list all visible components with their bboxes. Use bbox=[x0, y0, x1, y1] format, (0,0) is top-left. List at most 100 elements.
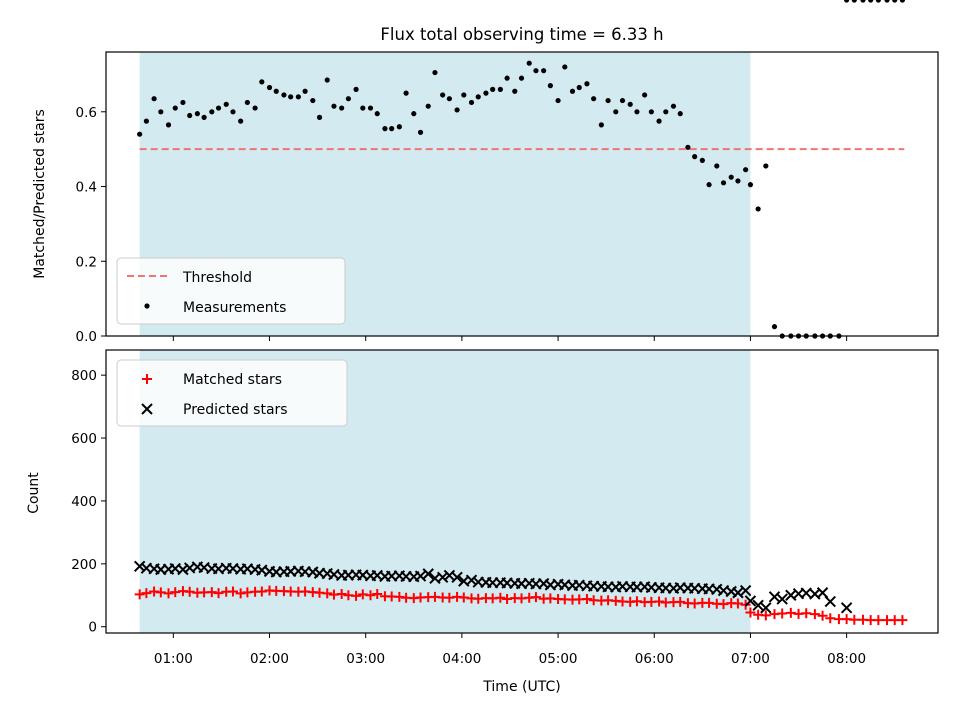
counts-y-tick-label: 600 bbox=[71, 431, 97, 447]
legend-measurement-label: Measurements bbox=[183, 300, 286, 316]
matched-star-point bbox=[163, 588, 174, 599]
measurement-point bbox=[605, 97, 611, 104]
matched-star-point bbox=[141, 588, 152, 599]
measurement-point bbox=[555, 97, 561, 104]
measurement-point bbox=[518, 75, 525, 81]
measurement-point bbox=[151, 96, 157, 102]
measurement-point bbox=[875, 0, 881, 3]
legend-box bbox=[116, 359, 348, 427]
measurement-point bbox=[252, 105, 258, 111]
measurement-point bbox=[165, 122, 172, 128]
measurement-point bbox=[755, 206, 761, 212]
legend-matched-label: Matched stars bbox=[183, 372, 282, 388]
measurement-point bbox=[425, 103, 431, 109]
matched-star-point bbox=[495, 592, 506, 603]
legend-threshold-label: Threshold bbox=[182, 270, 252, 286]
measurement-point bbox=[238, 118, 244, 124]
measurement-point bbox=[345, 96, 351, 102]
measurement-point bbox=[316, 114, 323, 120]
x-tick-label: 04:00 bbox=[442, 651, 481, 667]
counts-y-tick-label: 200 bbox=[71, 557, 97, 573]
x-tick-label: 08:00 bbox=[827, 651, 866, 667]
measurement-point bbox=[576, 84, 582, 91]
measurement-point bbox=[446, 96, 452, 102]
measurement-point bbox=[259, 79, 265, 85]
measurement-point bbox=[699, 157, 705, 163]
measurement-point bbox=[411, 111, 417, 117]
chart-title: Flux total observing time = 6.33 h bbox=[380, 25, 663, 44]
x-tick-label: 02:00 bbox=[250, 651, 289, 667]
matched-star-point bbox=[873, 615, 884, 626]
matched-star-point bbox=[675, 596, 686, 607]
predicted-star-point bbox=[760, 602, 772, 614]
measurement-point bbox=[851, 0, 857, 3]
matched-star-point bbox=[809, 609, 820, 620]
measurement-point bbox=[634, 109, 640, 115]
matched-star-point bbox=[213, 588, 224, 599]
predicted-star-point bbox=[177, 563, 189, 576]
measurement-point bbox=[619, 97, 626, 104]
measurement-point bbox=[627, 101, 633, 107]
legend-predicted-swatch bbox=[141, 403, 153, 415]
measurement-point bbox=[892, 0, 898, 3]
measurement-point bbox=[714, 163, 720, 169]
predicted-star-point bbox=[752, 599, 764, 612]
matched-star-point bbox=[825, 613, 836, 624]
measurement-point bbox=[569, 88, 576, 94]
measurement-point bbox=[367, 105, 374, 111]
measurement-point bbox=[663, 109, 669, 115]
measurement-point bbox=[266, 84, 273, 91]
measurement-point bbox=[288, 94, 294, 100]
measurement-point bbox=[685, 144, 691, 150]
measurement-point bbox=[648, 109, 654, 115]
measurement-point bbox=[454, 107, 460, 113]
x-axis-label: Time (UTC) bbox=[482, 679, 560, 695]
measurement-point bbox=[461, 92, 467, 98]
measurement-point bbox=[670, 103, 677, 109]
measurement-point bbox=[884, 0, 890, 3]
x-tick-label: 06:00 bbox=[635, 651, 674, 667]
predicted-star-point bbox=[422, 568, 434, 580]
measurement-point bbox=[172, 105, 178, 111]
measurement-point bbox=[209, 109, 215, 115]
measurement-point bbox=[743, 167, 749, 173]
matched-star-point bbox=[227, 586, 238, 597]
measurement-point bbox=[584, 81, 590, 87]
measurement-point bbox=[541, 68, 547, 74]
measurement-point bbox=[396, 124, 402, 130]
measurement-point bbox=[158, 109, 164, 115]
ratio-axes-frame bbox=[105, 51, 939, 337]
measurement-point bbox=[720, 180, 727, 186]
matched-star-point bbox=[372, 589, 383, 600]
measurement-point bbox=[747, 182, 754, 188]
measurement-point bbox=[468, 99, 475, 106]
measurement-point bbox=[692, 154, 698, 160]
measurement-point bbox=[310, 97, 316, 104]
predicted-star-point bbox=[744, 595, 757, 607]
measurement-point bbox=[295, 94, 301, 100]
counts-y-tick-label: 800 bbox=[71, 368, 97, 384]
measurement-point bbox=[187, 112, 193, 119]
predicted-star-point bbox=[465, 574, 478, 586]
matched-star-point bbox=[365, 590, 376, 601]
measurement-point bbox=[656, 118, 662, 124]
matched-star-point bbox=[849, 614, 860, 625]
counts-y-tick-label: 400 bbox=[71, 494, 97, 510]
measurement-point bbox=[483, 90, 489, 96]
ratio-panel: 0.0 0.2 0.4 0.6 Threshold Measurements bbox=[76, 0, 939, 345]
matched-star-point bbox=[745, 607, 756, 618]
measurement-point bbox=[504, 75, 510, 81]
ratio-y-tick-label: 0.6 bbox=[76, 105, 97, 121]
counts-y-tick-label: 0 bbox=[88, 620, 97, 636]
legend-predicted-label: Predicted stars bbox=[183, 402, 288, 418]
measurement-point bbox=[735, 178, 741, 184]
counts-panel: 0 200 400 600 800 01:00 02:00 03:00 04:00 05:00 06… bbox=[71, 349, 939, 667]
measurement-point bbox=[244, 99, 250, 106]
measurement-point bbox=[374, 111, 380, 117]
measurement-point bbox=[899, 0, 906, 3]
matched-star-point bbox=[801, 608, 812, 619]
legend-box bbox=[116, 257, 346, 325]
measurement-point bbox=[591, 96, 597, 102]
matched-star-point bbox=[530, 592, 541, 603]
